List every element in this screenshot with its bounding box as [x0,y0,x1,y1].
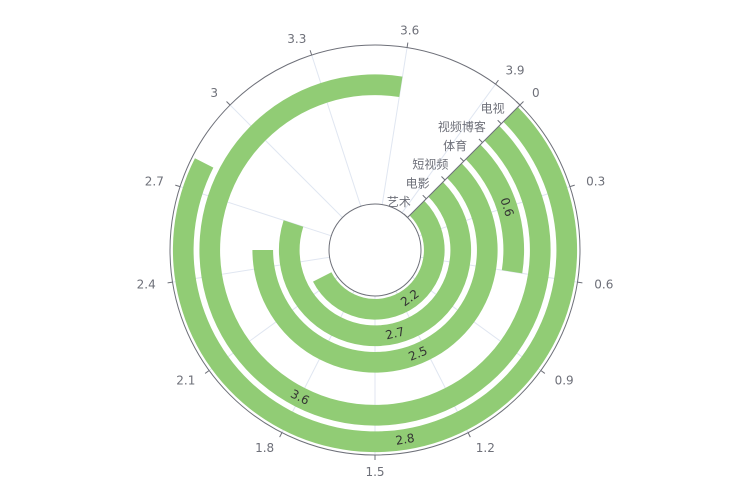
tick-0 [519,101,524,106]
radius-axis: 艺术 电影 短视频 体育 视频博客 电视 [387,100,521,218]
tick-label-9: 2.7 [145,174,164,188]
split-line-9 [179,186,332,237]
tick-label-4: 1.2 [476,441,495,455]
tick-1 [569,184,575,188]
tick-label-0: 0 [532,86,540,100]
tick-6 [279,432,283,438]
tick-2 [577,281,583,284]
category-label-2: 短视频 [412,157,448,172]
tick-7 [204,370,210,374]
tick-13 [495,79,499,85]
data-label-2: 2.5 [406,344,429,364]
angle-axis: 0 0.3 0.6 0.9 1.2 1.5 1.8 2.1 2.4 2.7 3 3.3 3.6 3.9 [137,24,614,479]
data-label-3: 0.6 [497,196,516,218]
category-label-5: 电视 [481,100,505,115]
bar-1[interactable] [278,182,472,347]
bar-0[interactable] [313,200,445,320]
tick-label-5: 1.5 [365,465,384,479]
split-line-12 [381,47,408,205]
category-label-0: 艺术 [387,195,411,209]
tick-11 [309,50,313,56]
tick-label-12: 3.6 [400,24,419,38]
tick-label-13: 3.9 [505,63,524,77]
radius-tick-2 [441,176,446,181]
tick-4 [467,432,471,438]
tick-label-8: 2.4 [137,278,156,292]
tick-label-11: 3.3 [287,32,306,46]
split-line-6 [281,290,355,433]
radius-axis-line [407,104,521,218]
tick-label-3: 0.9 [555,373,574,387]
tick-label-6: 1.8 [255,441,274,455]
split-line-2 [420,256,578,283]
radius-tick-4 [478,138,483,143]
bars-group [172,74,578,453]
tick-8 [167,281,173,284]
radius-tick-6 [516,101,521,106]
inner-axis-circle [328,203,422,297]
split-line-13 [401,83,496,214]
tick-3 [540,370,546,374]
tick-label-1: 0.3 [586,174,605,188]
category-label-3: 体育 [443,138,467,153]
bar-5[interactable] [172,107,578,453]
radius-tick-3 [459,157,465,162]
split-line-10 [229,104,343,218]
category-label-4: 视频博客 [438,119,486,134]
tick-label-7: 2.1 [176,373,195,387]
bar-3[interactable] [465,144,525,274]
tick-10 [226,101,231,106]
split-line-1 [418,186,571,237]
split-line-7 [208,276,339,371]
angle-split-lines [172,47,578,455]
split-line-3 [411,276,542,371]
data-label-5: 2.8 [394,431,415,448]
tick-9 [175,184,181,188]
split-line-11 [311,54,362,207]
radius-tick-1 [422,194,427,200]
split-line-4 [395,290,469,433]
radius-tick-5 [497,119,502,125]
radius-tick-0 [403,213,408,218]
tick-label-10: 3 [210,86,218,100]
category-label-1: 电影 [406,176,430,190]
bar-2[interactable] [252,163,498,373]
tick-label-2: 0.6 [594,278,613,292]
data-label-1: 2.7 [384,324,406,342]
tick-12 [406,42,409,48]
split-line-8 [172,256,330,283]
